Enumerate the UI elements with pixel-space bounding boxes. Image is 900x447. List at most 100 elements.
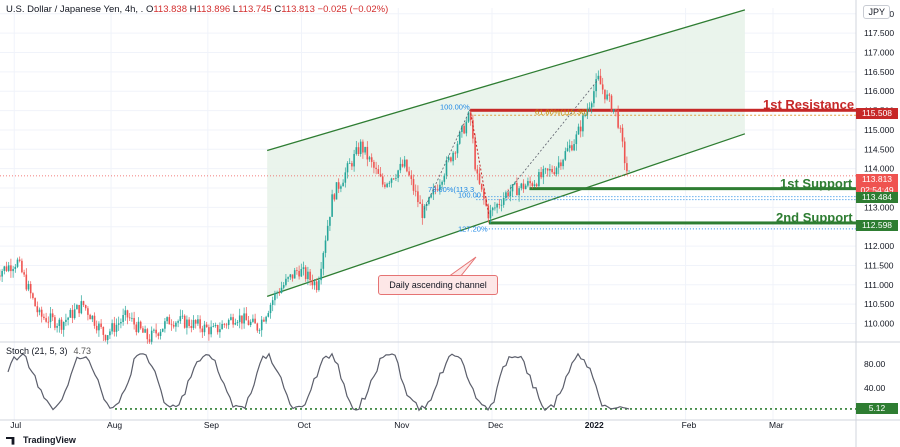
candle-body [49,313,52,323]
candle-body [513,182,516,185]
candle-body [210,326,212,335]
candle-body [265,316,267,322]
x-tick-label: Feb [682,420,697,430]
candle-body [608,94,611,96]
candle-body [62,321,65,330]
tradingview-icon [6,436,15,445]
candle-body [593,91,595,104]
candle-body [359,141,362,154]
candle-body [568,145,571,149]
candle-body [25,274,28,290]
candle-body [461,125,463,132]
candle-body [502,198,505,205]
support2-line [488,221,856,225]
candlesticks [0,68,630,345]
candle-body [291,274,294,279]
candle-body [181,315,184,317]
candle-body [599,75,602,85]
y-tick-label: 114.500 [864,144,894,154]
candle-body [263,319,265,322]
candle-body [245,313,248,321]
candle-body [40,309,43,317]
candle-body [93,315,96,326]
candle-body [137,321,140,333]
candle-body [566,148,569,152]
x-tick-label: Sep [204,420,219,430]
candle-body [177,321,179,323]
candle-body [348,163,351,164]
candle-body [522,183,525,190]
candle-body [441,181,443,185]
candle-body [542,168,545,178]
candle-body [144,329,146,333]
candle-body [247,320,250,326]
candle-body [186,319,188,328]
candle-body [586,109,589,115]
candle-body [56,325,58,328]
candle-body [260,319,263,331]
time-axis[interactable]: Jul Aug Sep Oct Nov Dec 2022 Feb Mar [10,420,784,430]
candle-body [148,339,151,342]
candle-body [491,207,494,211]
candle-body [241,315,243,324]
candle-body [282,284,285,288]
candle-body [7,265,10,271]
candle-body [524,185,527,190]
candle-body [518,188,520,196]
candle-body [115,324,118,332]
candle-body [557,162,560,168]
candle-body [384,184,386,187]
tradingview-wordmark: TradingView [23,435,76,445]
candle-body [157,333,160,336]
stoch-tick-label: 80.00 [864,359,886,369]
candle-body [509,191,512,197]
support2-price-tag: 112.598 [856,220,898,231]
candle-body [238,315,241,323]
stoch-line [7,352,630,412]
candle-body [203,324,206,333]
candle-body [133,317,135,325]
candle-body [432,189,435,195]
candle-body [419,202,421,204]
stochastic-pane [7,352,856,412]
y-tick-label: 115.000 [864,125,894,135]
candle-body [388,182,391,184]
fib-100-top-label: 100.00% [440,102,470,111]
candle-body [428,197,430,204]
candle-body [619,127,622,129]
candle-body [326,225,329,241]
candle-body [14,266,17,269]
candle-body [436,189,439,191]
candle-body [73,309,76,319]
candle-body [480,183,483,190]
candle-body [527,181,529,186]
y-tick-label: 111.500 [864,260,894,270]
candle-body [89,314,91,320]
candle-body [340,186,342,189]
candle-body [298,270,300,277]
candle-body [425,203,428,206]
candle-body [98,323,100,331]
fib-100-low-label: 100.00 [458,191,481,200]
candle-body [456,143,459,154]
candle-body [621,127,624,142]
currency-badge[interactable]: JPY [863,5,890,19]
fib-1272-label: 127.20% [458,224,488,233]
candle-body [529,181,531,184]
tradingview-logo[interactable]: TradingView [6,435,76,445]
candle-body [604,89,606,100]
candle-body [357,147,360,154]
fib-left-line [422,109,471,212]
chart-legend: U.S. Dollar / Japanese Yen, 4h, . O113.8… [6,4,388,15]
candle-body [450,157,452,162]
countdown-tag: 02:54:49 [856,185,898,196]
candle-body [100,323,102,327]
candle-body [500,204,503,206]
close-value: 113.813 [281,4,315,15]
candle-body [287,277,289,279]
fib-786-label: 78.60%(113.3 [428,185,474,194]
candle-body [597,75,600,80]
candle-body [122,315,124,323]
candle-body [445,160,448,176]
